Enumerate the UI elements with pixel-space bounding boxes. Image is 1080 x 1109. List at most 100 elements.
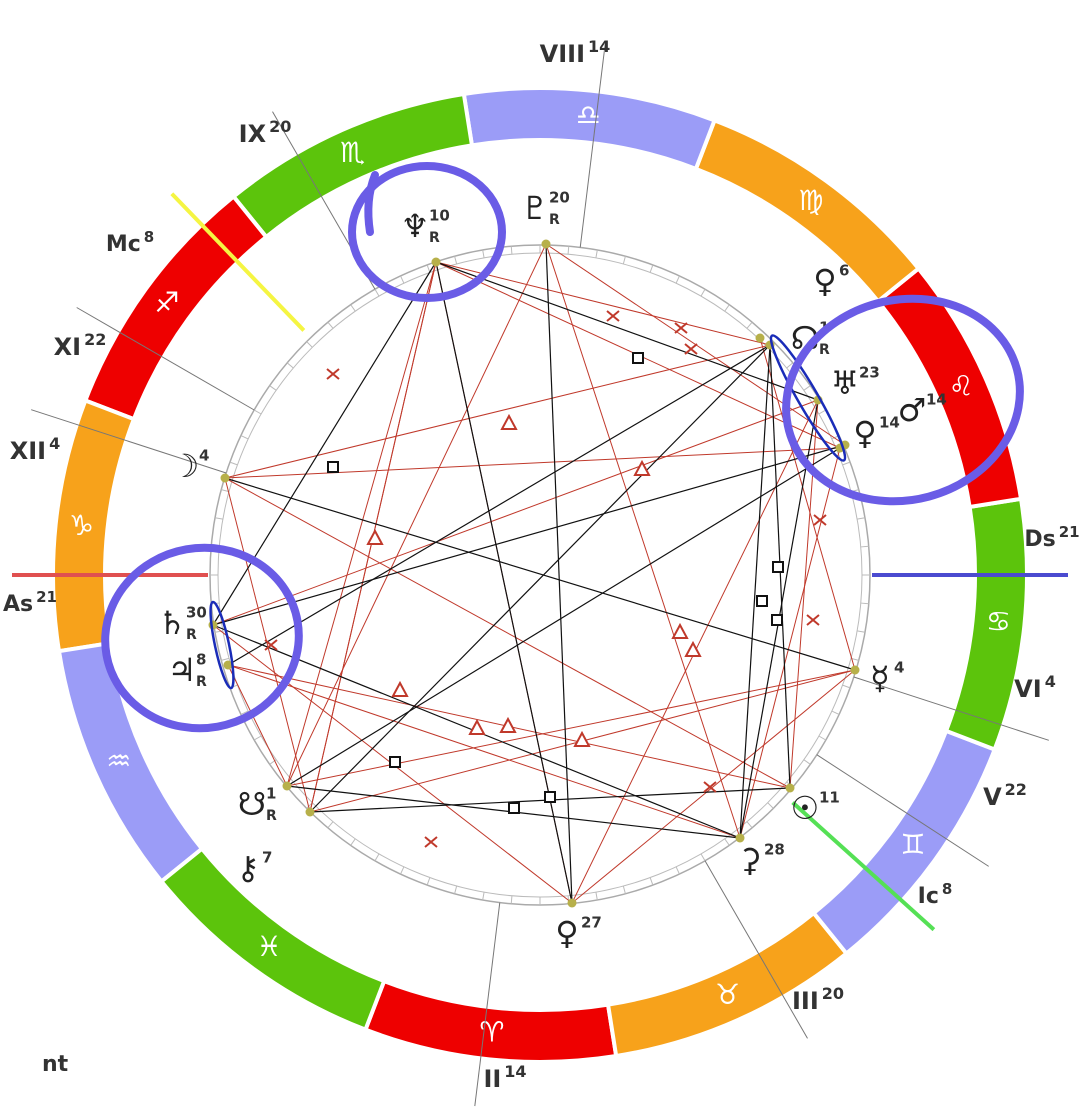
house-cusp bbox=[704, 860, 808, 1039]
conjunction-mark bbox=[769, 334, 847, 462]
aspect-line bbox=[212, 444, 846, 626]
planet-dot bbox=[431, 257, 441, 267]
angle-label: Ds 21 bbox=[1024, 523, 1079, 553]
aspect-line bbox=[227, 664, 741, 839]
degree-tick bbox=[649, 264, 654, 273]
planet-glyph: ♄ bbox=[158, 604, 187, 642]
degree-tick bbox=[327, 821, 334, 829]
sign-glyph: ♋ bbox=[986, 605, 1011, 638]
planet-degree: 4 bbox=[199, 447, 209, 465]
degree-tick bbox=[860, 545, 869, 548]
house-label: II 14 bbox=[483, 1062, 526, 1094]
house-numeral: XI bbox=[54, 333, 81, 361]
aspect-sextile bbox=[326, 368, 340, 380]
aspect-line bbox=[224, 477, 856, 671]
aspect-trine bbox=[684, 640, 702, 657]
aspect-sextile bbox=[806, 614, 820, 626]
degree-tick bbox=[221, 489, 230, 493]
aspect-line bbox=[212, 261, 437, 626]
aspect-trine bbox=[499, 716, 517, 733]
degree-tick bbox=[269, 385, 277, 391]
degree-tick bbox=[374, 853, 380, 862]
circle-mark bbox=[782, 294, 1024, 506]
planet-retro: R bbox=[196, 674, 207, 690]
circle-mark bbox=[101, 543, 303, 733]
house-numeral: IX bbox=[239, 120, 267, 148]
planet-glyph: ♀ bbox=[853, 414, 876, 452]
degree-tick bbox=[482, 892, 485, 901]
house-numeral: V bbox=[983, 783, 1002, 811]
planet-dot bbox=[735, 833, 745, 843]
degree-tick bbox=[622, 256, 626, 265]
sign-glyph: ♐ bbox=[154, 286, 179, 319]
planet-degree: 14 bbox=[879, 414, 900, 432]
aspect-line bbox=[759, 337, 856, 671]
degree-tick bbox=[649, 877, 654, 886]
aspect-sextile bbox=[264, 639, 278, 651]
house-label: III 20 bbox=[792, 984, 844, 1016]
aspect-line bbox=[286, 243, 547, 787]
planet-degree: 4 bbox=[894, 659, 904, 677]
degree-tick bbox=[350, 304, 356, 312]
aspect-line bbox=[227, 344, 771, 666]
aspect-square bbox=[772, 561, 784, 573]
house-degree: 20 bbox=[269, 117, 291, 136]
planet-glyph: ♅ bbox=[831, 364, 860, 402]
degree-tick bbox=[803, 759, 811, 765]
degree-tick bbox=[327, 321, 334, 329]
degree-tick bbox=[400, 275, 405, 284]
planet-degree: 11 bbox=[819, 789, 840, 807]
planet-dot bbox=[755, 333, 765, 343]
degree-tick bbox=[857, 630, 866, 633]
degree-tick bbox=[240, 710, 249, 715]
aspect-sextile bbox=[813, 514, 827, 526]
aspect-sextile bbox=[674, 322, 688, 334]
sign-glyph: ♏ bbox=[340, 136, 365, 169]
degree-tick bbox=[818, 735, 827, 741]
degree-tick bbox=[286, 362, 294, 369]
aspect-line bbox=[739, 344, 771, 839]
planet-degree: 1 bbox=[266, 785, 276, 803]
planet-glyph: ☉ bbox=[791, 789, 820, 827]
planet-degree: 23 bbox=[859, 364, 880, 382]
degree-tick bbox=[595, 892, 598, 901]
aspect-line bbox=[224, 477, 311, 813]
planet-degree: 7 bbox=[262, 849, 272, 867]
sign-glyph: ♈ bbox=[479, 1015, 504, 1048]
angle-degree: 8 bbox=[942, 880, 952, 898]
aspect-trine bbox=[500, 413, 518, 430]
degree-tick bbox=[860, 602, 869, 605]
degree-tick bbox=[269, 759, 277, 765]
degree-tick bbox=[510, 246, 513, 255]
house-label: IX 20 bbox=[239, 117, 292, 149]
aspect-line bbox=[435, 261, 819, 401]
degree-tick bbox=[595, 249, 598, 258]
degree-tick bbox=[454, 256, 458, 265]
aspect-line bbox=[739, 447, 841, 839]
planet-retro: R bbox=[186, 627, 197, 643]
house-label: XII 4 bbox=[10, 434, 61, 466]
degree-tick bbox=[306, 341, 313, 348]
degree-tick bbox=[675, 275, 680, 284]
angle-label: Ic 8 bbox=[918, 880, 953, 910]
planet-dot bbox=[305, 807, 315, 817]
angle-line bbox=[791, 801, 936, 932]
sign-glyph: ♓ bbox=[256, 930, 281, 963]
aspect-line bbox=[571, 669, 856, 904]
planet-dot bbox=[223, 660, 233, 670]
degree-tick bbox=[842, 461, 851, 466]
degree-tick bbox=[831, 710, 840, 715]
house-numeral: VIII bbox=[540, 40, 585, 68]
planet-degree: 30 bbox=[186, 604, 207, 622]
degree-tick bbox=[426, 877, 431, 886]
degree-tick bbox=[229, 461, 238, 466]
planet-degree: 28 bbox=[764, 841, 785, 859]
planet-glyph: ⚳ bbox=[738, 841, 761, 879]
planet-glyph: ☿ bbox=[870, 659, 890, 697]
sign-glyph: ♍ bbox=[798, 184, 823, 217]
planet-retro: R bbox=[266, 808, 277, 824]
house-degree: 14 bbox=[504, 1062, 526, 1081]
planet-dot bbox=[567, 898, 577, 908]
aspect-line bbox=[224, 477, 791, 789]
